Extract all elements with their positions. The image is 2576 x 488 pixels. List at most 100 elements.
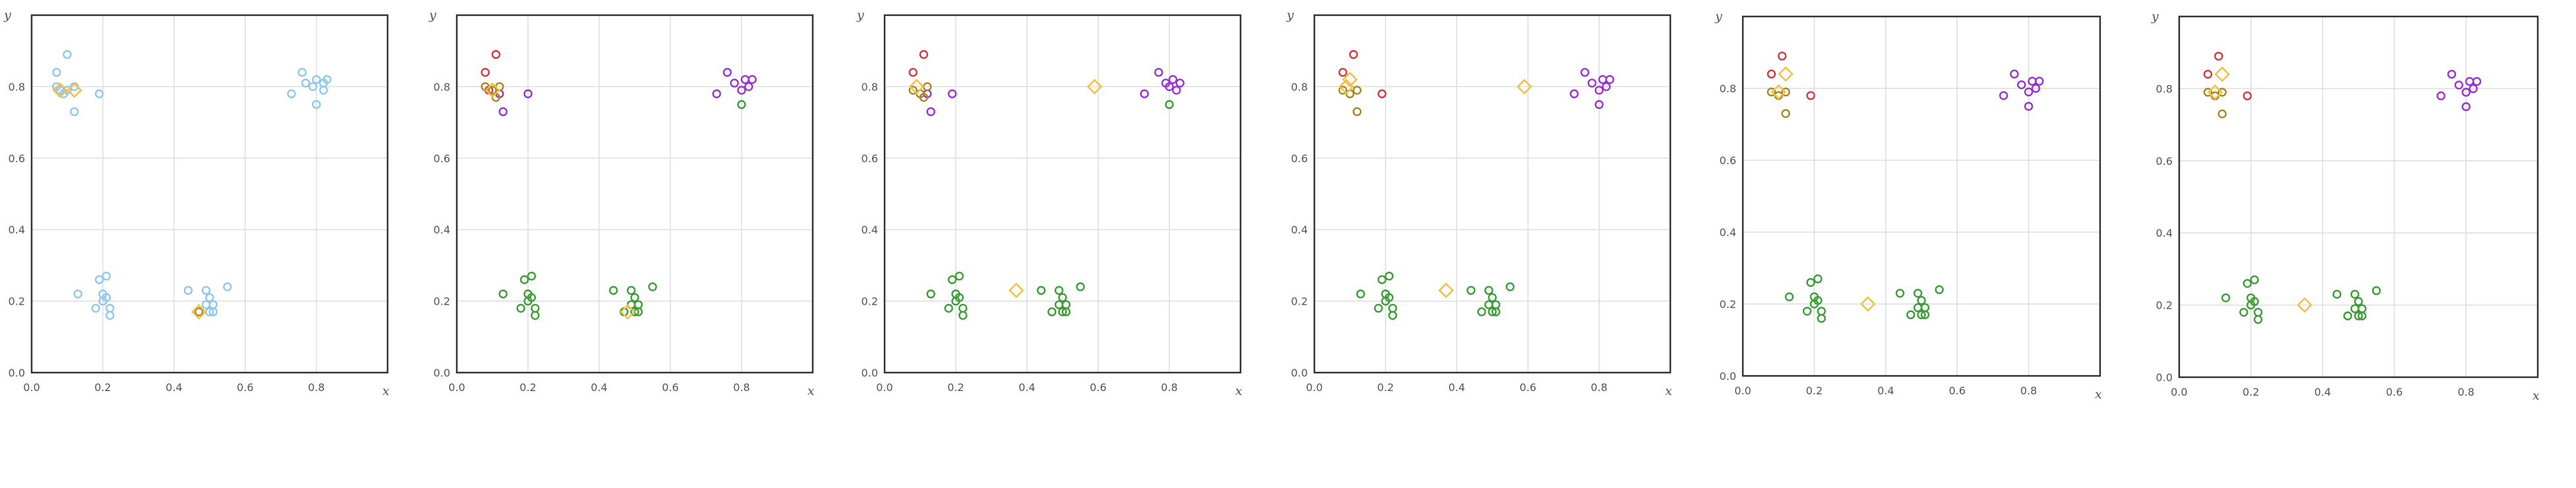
x-tick-label: 0.6 — [237, 381, 253, 394]
diamond-marker-gold — [620, 304, 636, 320]
point-marker-blue — [91, 303, 100, 313]
point-marker-green — [2354, 297, 2363, 306]
y-tick-label: 0.0 — [434, 367, 450, 379]
point-marker-blue — [98, 296, 107, 306]
point-marker-green — [1895, 288, 1905, 298]
diamond-marker-gold — [1342, 71, 1358, 88]
point-marker-purple — [1175, 78, 1185, 88]
point-marker-green — [630, 307, 639, 317]
plot-panel-3: 0.0 0.2 0.4 0.6 0.8 0.0 0.2 0.4 0.6 0.8 x y — [856, 8, 1243, 398]
point-marker-green — [2372, 286, 2381, 295]
diamond-marker-gold — [1086, 78, 1103, 95]
point-marker-olive — [919, 92, 929, 102]
point-marker-blue — [208, 307, 218, 317]
y-tick-label: 0.0 — [2156, 371, 2173, 384]
diamond-marker-gold — [2297, 297, 2313, 313]
point-marker-purple — [1154, 68, 1163, 77]
x-tick-label: 0.6 — [1519, 381, 1536, 394]
point-marker-green — [1913, 288, 1923, 298]
x-tick-label: 0.2 — [94, 381, 111, 394]
point-marker-green — [1061, 300, 1071, 309]
point-marker-purple — [2447, 69, 2457, 79]
x-tick-label: 0.0 — [448, 381, 465, 394]
point-marker-green — [1054, 286, 1064, 295]
diamond-marker-gold — [190, 304, 207, 320]
point-marker-red — [1777, 51, 1787, 61]
x-tick-label: 0.0 — [1734, 384, 1751, 397]
y-tick-label: 0.4 — [1720, 226, 1736, 239]
point-marker-green — [1488, 293, 1497, 302]
point-marker-green — [1061, 307, 1071, 317]
point-marker-olive — [1353, 107, 1362, 117]
point-marker-purple — [2472, 76, 2482, 86]
y-tick-label: 0.2 — [2156, 299, 2173, 312]
point-marker-purple — [2024, 87, 2034, 97]
point-marker-blue — [201, 300, 211, 309]
y-axis-label: y — [2151, 9, 2159, 24]
point-marker-purple — [1580, 68, 1590, 77]
point-marker-purple — [2017, 80, 2026, 90]
x-tick-label: 0.0 — [23, 381, 40, 394]
point-marker-green — [1806, 278, 1815, 287]
point-marker-purple — [740, 75, 750, 84]
point-marker-green — [527, 271, 537, 281]
point-marker-blue — [312, 75, 321, 84]
plot-panel-1: 0.0 0.2 0.4 0.6 0.8 0.0 0.2 0.4 0.6 0.8 x y — [3, 8, 390, 398]
diamond-marker-gold — [1778, 66, 1794, 82]
x-tick-label: 0.8 — [1161, 381, 1177, 394]
point-marker-purple — [1598, 75, 1608, 84]
point-marker-green — [519, 275, 529, 284]
point-marker-purple — [947, 89, 957, 98]
point-marker-blue — [322, 75, 332, 84]
point-marker-green — [1388, 311, 1397, 320]
point-marker-green — [958, 303, 968, 313]
y-tick-label: 0.8 — [434, 80, 450, 93]
point-marker-green — [2343, 311, 2353, 320]
point-marker-purple — [2461, 102, 2471, 111]
point-marker-red — [2242, 91, 2252, 101]
point-marker-blue — [52, 68, 61, 77]
point-marker-green — [1488, 307, 1497, 317]
x-axis-label: x — [2095, 387, 2102, 402]
point-marker-green — [1913, 303, 1923, 313]
point-marker-green — [1917, 310, 1926, 320]
y-tick-label: 0.8 — [862, 80, 878, 93]
point-marker-blue — [102, 271, 111, 281]
point-marker-purple — [498, 107, 508, 117]
point-marker-green — [1784, 292, 1794, 301]
y-tick-label: 0.2 — [1720, 298, 1736, 311]
point-marker-green — [2357, 311, 2367, 320]
point-marker-blue — [73, 290, 82, 299]
x-tick-label: 0.4 — [165, 381, 182, 394]
point-marker-green — [1802, 307, 1812, 316]
point-marker-green — [944, 303, 953, 313]
point-marker-green — [926, 290, 935, 299]
point-marker-purple — [1168, 75, 1178, 84]
point-marker-red — [919, 49, 929, 59]
point-marker-green — [2246, 300, 2256, 310]
point-marker-green — [1809, 299, 1819, 309]
point-marker-red — [2203, 69, 2213, 79]
point-marker-red — [1377, 89, 1387, 98]
point-marker-blue — [63, 86, 72, 95]
point-marker-green — [498, 290, 508, 299]
point-marker-purple — [744, 82, 753, 92]
point-marker-blue — [183, 286, 193, 295]
point-marker-green — [1047, 307, 1057, 317]
diamond-marker-gold — [1438, 282, 1454, 299]
point-marker-purple — [712, 89, 721, 98]
point-marker-green — [1058, 293, 1067, 302]
point-marker-green — [648, 282, 657, 291]
x-axis-label: x — [1665, 384, 1672, 398]
x-tick-label: 0.0 — [876, 381, 893, 394]
point-marker-green — [1484, 286, 1494, 295]
diamond-marker-gold — [484, 82, 500, 98]
point-marker-olive — [1767, 87, 1776, 97]
x-tick-label: 0.0 — [1306, 381, 1322, 394]
point-marker-green — [516, 303, 525, 313]
point-marker-blue — [70, 107, 79, 117]
x-tick-label: 0.8 — [1591, 381, 1607, 394]
point-marker-green — [947, 275, 957, 284]
point-marker-green — [1054, 300, 1064, 309]
point-marker-green — [2357, 304, 2367, 313]
